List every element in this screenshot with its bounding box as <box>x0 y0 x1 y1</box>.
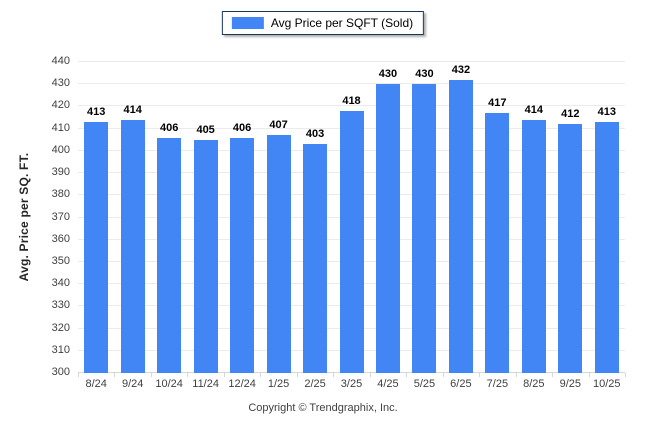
x-tick-label: 8/25 <box>523 378 545 390</box>
x-tick-label: 9/24 <box>121 378 144 390</box>
x-tick-label: 3/25 <box>340 378 363 390</box>
y-tick-label: 310 <box>51 343 70 356</box>
y-tick-label: 400 <box>51 143 70 156</box>
x-axis-tick <box>370 373 371 377</box>
x-axis-tick <box>516 373 517 377</box>
bar-10/24 <box>157 138 181 373</box>
x-tick-label: 4/25 <box>377 378 399 390</box>
x-tick-label: 12/24 <box>228 378 256 390</box>
x-axis-tick <box>224 373 225 377</box>
x-axis-tick <box>78 373 79 377</box>
y-tick-label: 340 <box>51 277 70 290</box>
y-tick-label: 330 <box>51 299 70 312</box>
x-axis-tick <box>114 373 115 377</box>
bar-value-label: 414 <box>524 104 544 116</box>
x-axis-tick <box>260 373 261 377</box>
x-tick-label: 2/25 <box>304 378 326 390</box>
plot-area: 413 414 406 405 406 407 403 418 430 430 432 417 414 4… <box>78 61 626 377</box>
bar-value-label: 430 <box>415 68 434 80</box>
y-tick-label: 390 <box>51 166 70 179</box>
x-axis-tick <box>333 373 334 377</box>
x-tick-label: 1/25 <box>267 378 290 390</box>
bar-value-label: 418 <box>342 95 361 107</box>
y-tick-label: 440 <box>51 55 70 67</box>
bar-9/24 <box>121 120 145 373</box>
bar-1/25 <box>267 135 291 373</box>
bar-value-label: 412 <box>561 108 580 120</box>
footer-copyright: Copyright © Trendgraphix, Inc. <box>248 402 398 414</box>
x-tick-label: 7/25 <box>486 378 509 390</box>
x-tick-label: 9/25 <box>559 378 582 390</box>
y-tick-label: 300 <box>51 366 70 378</box>
bar-value-label: 407 <box>269 119 288 131</box>
x-tick-label: 8/24 <box>85 378 107 390</box>
gridline <box>78 105 625 107</box>
y-tick-label: 420 <box>51 99 70 112</box>
bar-4/25 <box>376 84 400 373</box>
bar-value-label: 406 <box>159 122 179 134</box>
bar-value-label: 414 <box>123 104 142 116</box>
x-axis-tick <box>625 373 626 377</box>
y-tick-label: 360 <box>51 232 70 245</box>
x-axis-tick <box>552 373 553 377</box>
y-tick-label: 350 <box>51 254 70 267</box>
bar-value-label: 413 <box>597 106 616 118</box>
bar-value-label: 432 <box>451 64 471 76</box>
legend-swatch <box>231 17 264 29</box>
x-axis-tick <box>589 373 590 377</box>
y-axis-tick-labels: 300 310 320 330 340 350 360 370 380 390 400 410 420 4… <box>0 55 73 378</box>
y-tick-label: 430 <box>51 77 70 90</box>
bar-10/25 <box>595 122 619 373</box>
x-tick-label: 6/25 <box>450 378 472 390</box>
bar-value-label: 403 <box>305 128 325 140</box>
bar-5/25 <box>412 84 436 373</box>
y-tick-label: 410 <box>51 121 70 134</box>
y-tick-label: 370 <box>51 210 70 223</box>
bar-9/25 <box>558 124 582 373</box>
bar-7/25 <box>485 113 509 373</box>
bar-11/24 <box>194 140 218 373</box>
x-axis-tick <box>187 373 188 377</box>
gridline <box>78 61 625 62</box>
bar-value-label: 406 <box>232 122 252 134</box>
x-tick-label: 10/25 <box>593 378 621 390</box>
x-axis-tick <box>151 373 152 377</box>
y-tick-label: 320 <box>51 321 70 334</box>
x-axis-tick <box>406 373 407 377</box>
x-tick-label: 10/24 <box>155 378 183 390</box>
x-axis-tick <box>297 373 298 377</box>
bar-value-label: 405 <box>196 124 215 136</box>
bar-3/25 <box>340 111 364 373</box>
bar-8/25 <box>522 120 546 373</box>
bar-2/25 <box>303 144 327 373</box>
bar-12/24 <box>230 138 254 373</box>
x-tick-label: 5/25 <box>413 378 436 390</box>
x-axis-tick <box>443 373 444 377</box>
x-axis-tick <box>479 373 480 377</box>
bar-6/25 <box>449 80 473 373</box>
x-axis-tick-labels: 8/24 9/24 10/24 11/24 12/24 1/25 2/25 3/25 4/25 5… <box>78 378 625 392</box>
y-tick-label: 380 <box>51 188 70 201</box>
legend: Avg Price per SQFT (Sold) <box>221 11 425 35</box>
x-tick-label: 11/24 <box>192 378 219 390</box>
legend-label: Avg Price per SQFT (Sold) <box>270 16 414 30</box>
bar-8/24 <box>84 122 108 373</box>
bar-value-label: 430 <box>378 68 398 80</box>
bar-value-label: 417 <box>488 97 507 109</box>
bar-value-label: 413 <box>87 106 106 118</box>
gridline <box>78 83 625 85</box>
